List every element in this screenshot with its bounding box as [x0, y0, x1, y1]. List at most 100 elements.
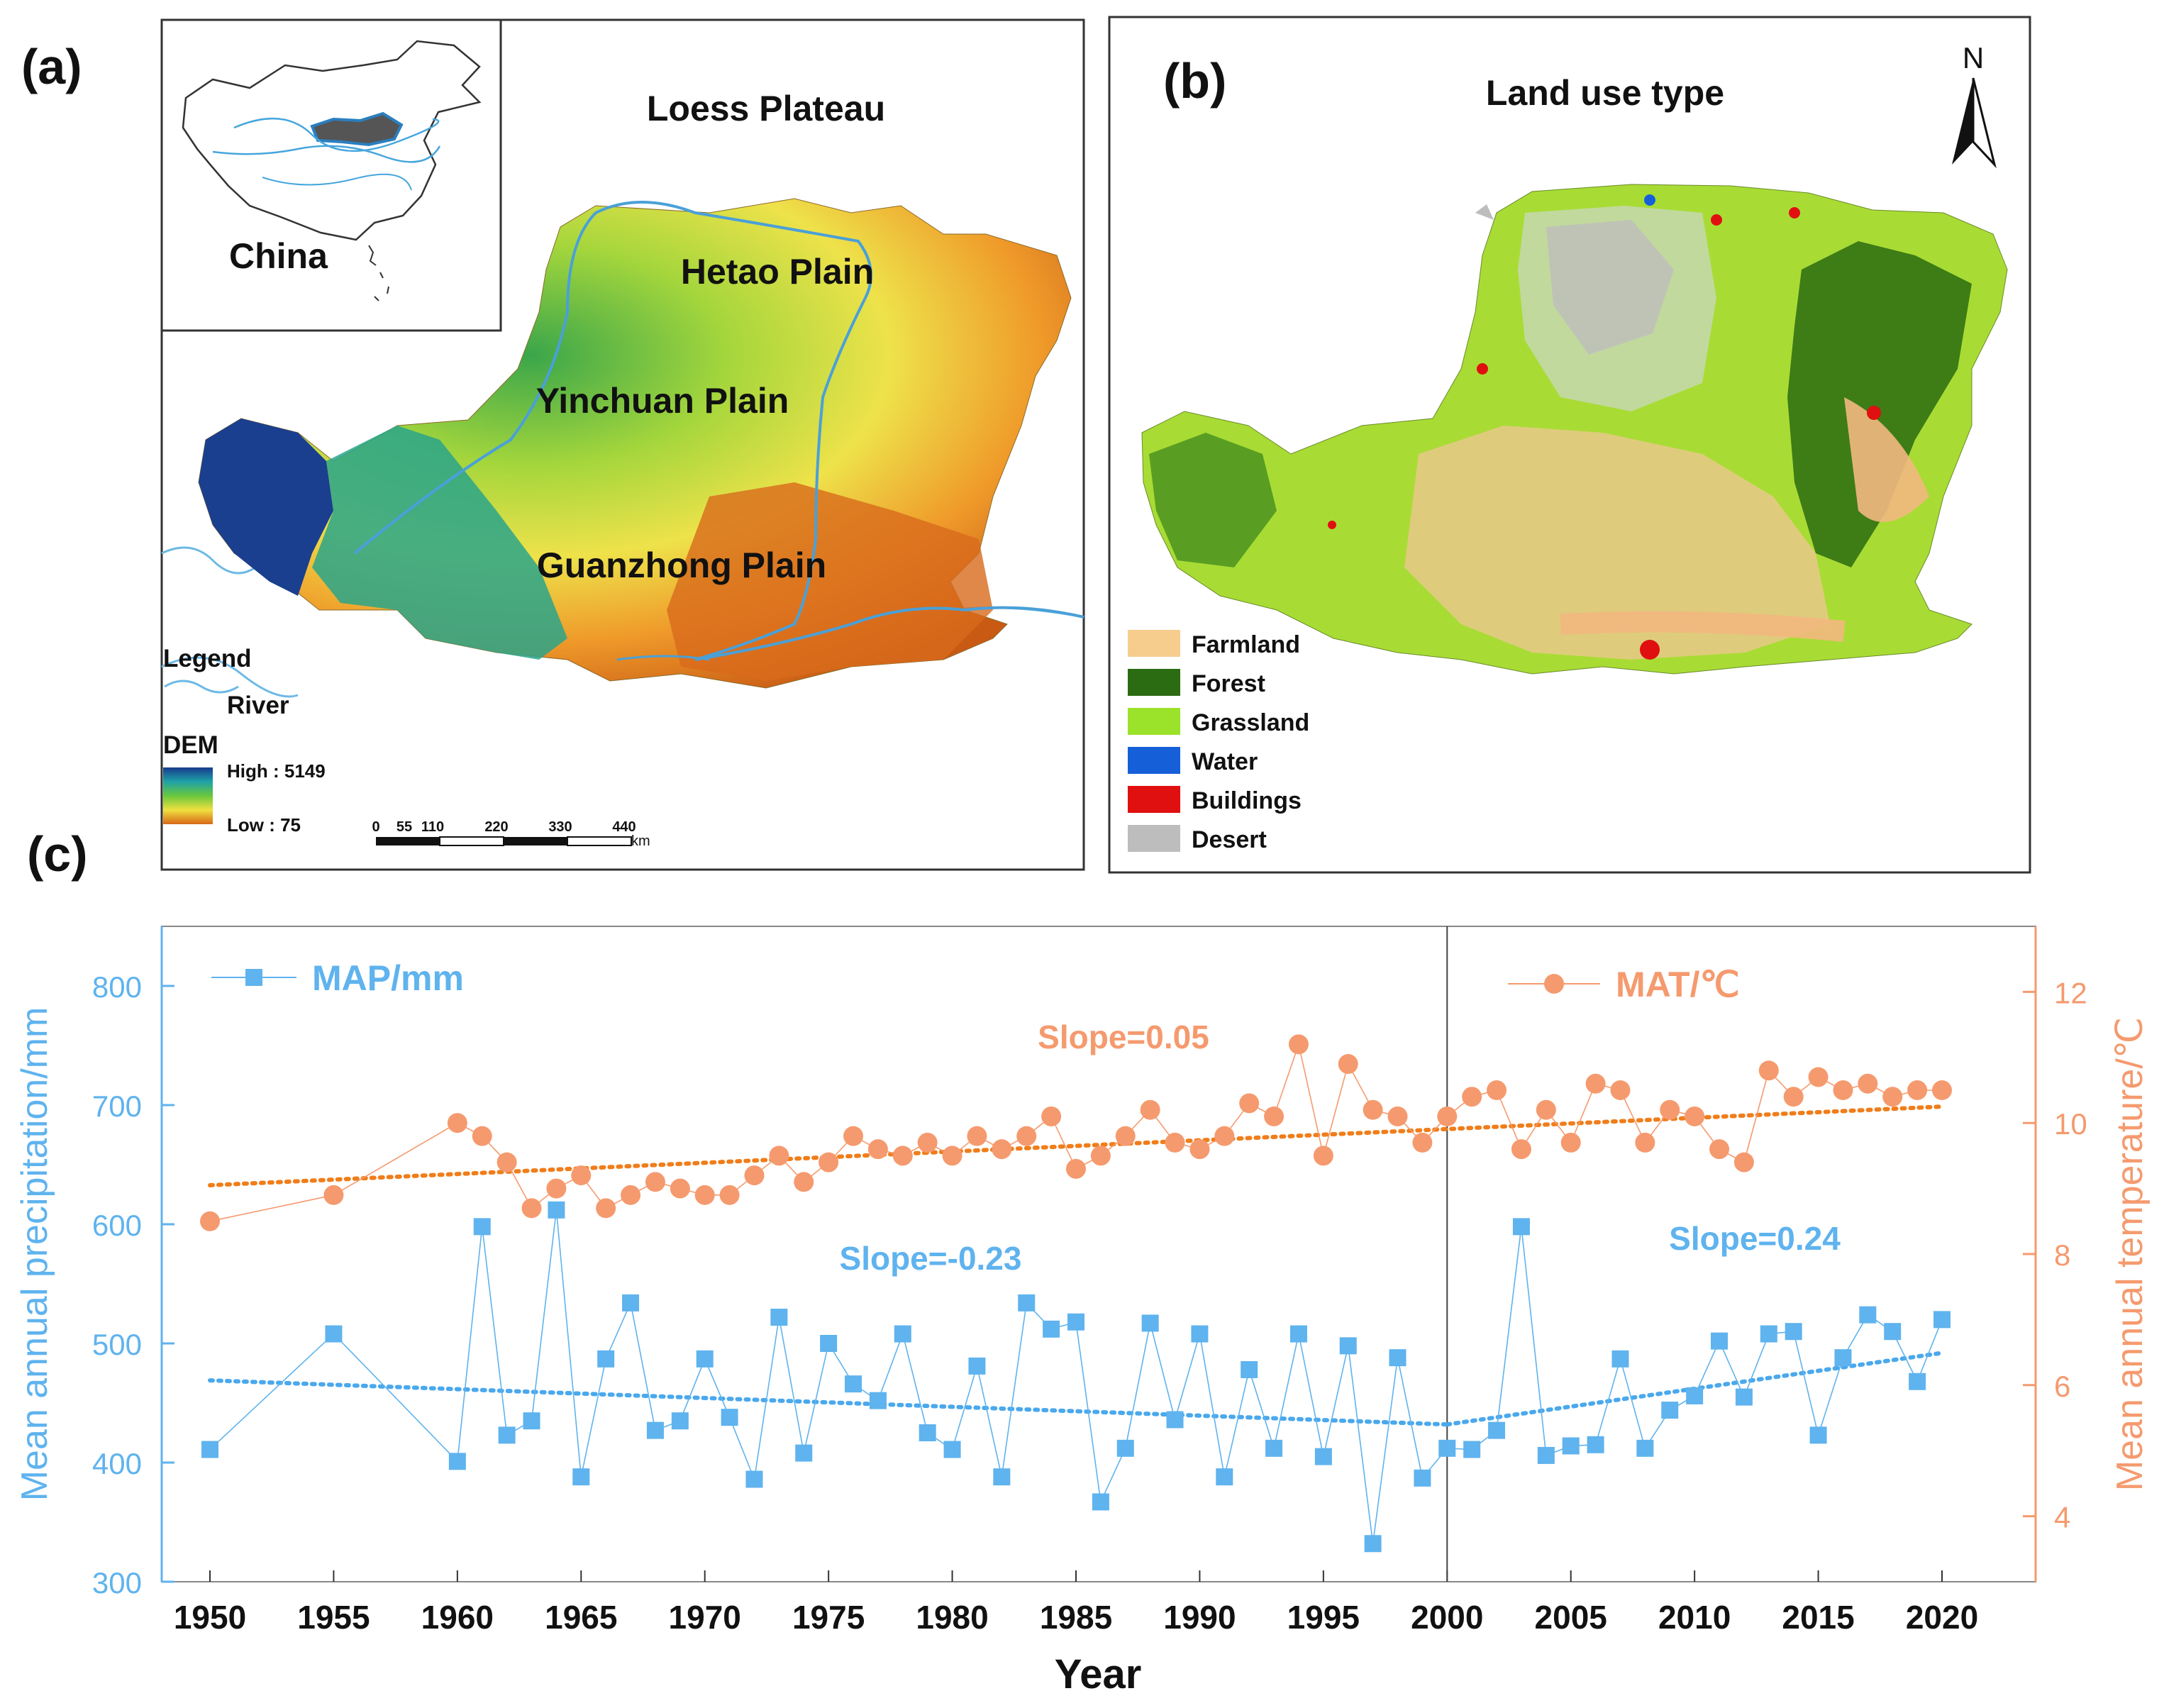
right-tick-label-8: 8 — [2054, 1238, 2070, 1272]
legend-swatch-water — [1128, 747, 1180, 774]
mat-point-1985 — [1066, 1158, 1086, 1179]
map-point-1985 — [1067, 1313, 1084, 1331]
map-point-2012 — [1735, 1388, 1753, 1406]
mat-point-1989 — [1165, 1132, 1185, 1153]
panel-c-label: (c) — [27, 826, 88, 882]
loess-plateau-title: Loess Plateau — [647, 89, 885, 128]
scale-seg-3 — [504, 837, 567, 845]
map-legend-entry: MAP/mm — [211, 958, 464, 998]
map-point-1976 — [845, 1375, 862, 1393]
scale-tick-0: 0 — [372, 819, 379, 835]
mat-point-2020 — [1932, 1080, 1952, 1100]
map-slope-label-2000-2020: Slope=0.24 — [1669, 1220, 1841, 1257]
panel-c: (c) 1950 1955 1960 1965 1970 1975 1980 1985 1990… — [14, 826, 2151, 1697]
building-taiyuan — [1867, 406, 1881, 420]
map-point-1950 — [201, 1441, 218, 1458]
mat-point-1960 — [447, 1113, 467, 1133]
map-legend-label: MAP/mm — [312, 958, 464, 998]
forest-east — [1787, 241, 1972, 567]
left-tick-label-500: 500 — [92, 1328, 142, 1361]
mat-point-1972 — [744, 1165, 765, 1186]
scale-tick-440: 440 — [612, 819, 636, 835]
map-point-1970 — [696, 1350, 714, 1368]
x-axis-title: Year — [1055, 1651, 1142, 1697]
map-series-line — [209, 1209, 1943, 1544]
x-tick-label-2005: 2005 — [1535, 1599, 1607, 1636]
map-point-2001 — [1463, 1441, 1481, 1458]
map-point-1977 — [869, 1392, 887, 1409]
mat-series-line — [209, 1042, 1942, 1222]
x-tick-label-1975: 1975 — [792, 1599, 865, 1636]
map-point-1986 — [1092, 1493, 1109, 1511]
mat-legend-entry: MAT/℃ — [1508, 965, 1740, 1004]
mat-point-1977 — [867, 1139, 888, 1160]
map-point-2019 — [1909, 1372, 1926, 1390]
scale-bar: km 0 55 110 220 330 440 — [372, 819, 650, 849]
map-point-1966 — [597, 1350, 615, 1368]
map-point-2005 — [1562, 1437, 1580, 1455]
water-body — [1644, 194, 1655, 206]
map-point-1960 — [448, 1453, 466, 1470]
map-point-2004 — [1537, 1446, 1555, 1464]
map-point-1973 — [770, 1309, 788, 1326]
dem-highland-mid — [312, 426, 567, 660]
china-inset: China — [160, 18, 502, 332]
trend-lines — [208, 1104, 1944, 1427]
panel-a-label: (a) — [21, 39, 82, 94]
north-arrow: N — [1952, 41, 1997, 169]
x-tick-label-1980: 1980 — [916, 1599, 988, 1636]
map-point-1991 — [1216, 1468, 1233, 1486]
desert-core — [1546, 220, 1674, 355]
legend-swatch-grassland — [1128, 708, 1180, 735]
left-axis-title: Mean annual precipitation/mm — [14, 1007, 55, 1502]
map-point-2009 — [1661, 1402, 1679, 1419]
inset-river-yangtze — [212, 145, 441, 163]
mat-point-2015 — [1808, 1067, 1829, 1087]
mat-point-1997 — [1363, 1099, 1383, 1120]
mat-point-1982 — [992, 1139, 1012, 1160]
farmland-area — [1404, 426, 1830, 660]
dem-high-label: High : 5149 — [227, 760, 326, 782]
guanzhong-plain-label: Guanzhong Plain — [537, 545, 826, 585]
mat-point-1965 — [571, 1165, 592, 1186]
map-point-1982 — [993, 1468, 1011, 1486]
scale-seg-1 — [376, 837, 440, 845]
legend-label-forest: Forest — [1192, 670, 1265, 697]
mat-point-2011 — [1709, 1139, 1730, 1160]
map-point-1971 — [721, 1409, 738, 1426]
mat-point-1973 — [769, 1146, 789, 1166]
map-legend-marker — [245, 969, 262, 986]
mat-point-2004 — [1536, 1099, 1556, 1120]
mat-point-1969 — [670, 1178, 690, 1199]
map-point-2006 — [1587, 1436, 1604, 1453]
inset-river-pearl — [262, 173, 412, 191]
forest-west — [1149, 433, 1277, 567]
map-point-1983 — [1018, 1294, 1036, 1312]
mat-point-2006 — [1585, 1073, 1606, 1094]
data-series — [200, 1034, 1952, 1553]
mat-legend-label: MAT/℃ — [1616, 965, 1740, 1004]
mat-point-1991 — [1214, 1126, 1235, 1146]
legend-title: Legend — [163, 645, 251, 672]
mat-point-1981 — [967, 1126, 987, 1146]
map-point-1997 — [1364, 1535, 1382, 1553]
x-tick-label-1995: 1995 — [1287, 1599, 1360, 1636]
mat-point-2008 — [1635, 1132, 1655, 1153]
left-tick-label-700: 700 — [92, 1089, 142, 1123]
legend-dem-title: DEM — [163, 731, 218, 759]
mat-point-2000 — [1437, 1106, 1458, 1126]
map-point-2016 — [1834, 1349, 1852, 1367]
mat-point-1963 — [521, 1198, 542, 1219]
mat-point-1979 — [917, 1132, 938, 1153]
mat-point-1986 — [1090, 1146, 1111, 1166]
map-trend-line-1 — [208, 1378, 1450, 1427]
map-point-1955 — [325, 1325, 343, 1343]
panel-b-label: (b) — [1163, 53, 1226, 109]
map-point-2007 — [1611, 1350, 1629, 1368]
river-west — [161, 546, 256, 575]
map-point-1990 — [1191, 1325, 1209, 1343]
legend-label-desert: Desert — [1192, 826, 1267, 853]
mat-trend-line — [208, 1104, 1944, 1187]
map-point-2010 — [1686, 1387, 1704, 1404]
